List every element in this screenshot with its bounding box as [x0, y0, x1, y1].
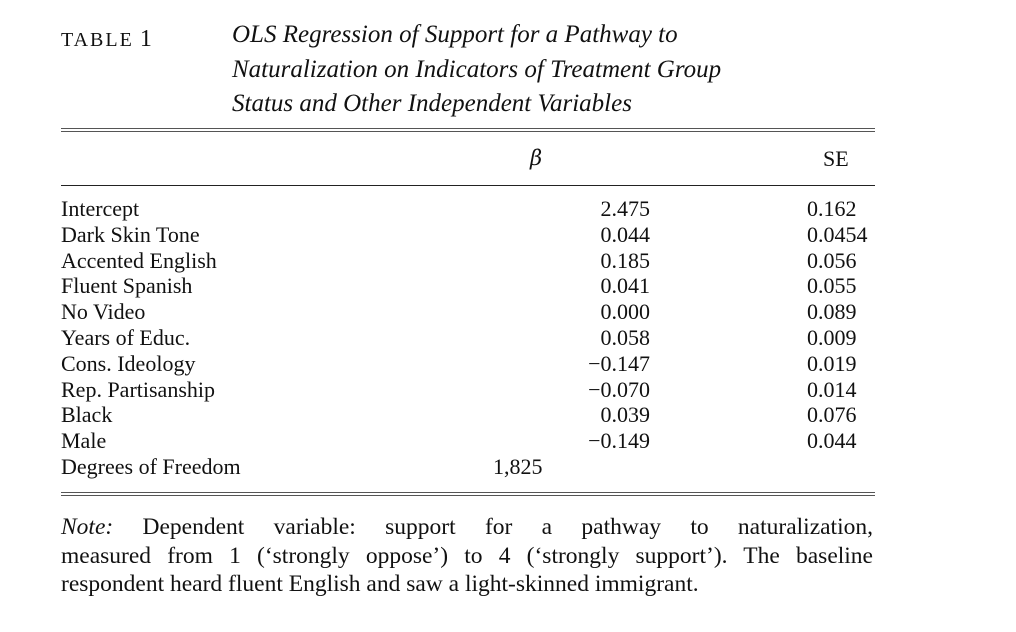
row-label: No Video	[61, 299, 146, 325]
table-row: Cons. Ideology −0.147 0.019	[61, 351, 875, 377]
table-number: 1	[139, 26, 152, 52]
table-row: Fluent Spanish 0.041 0.055	[61, 273, 875, 299]
row-label: Dark Skin Tone	[61, 221, 200, 247]
table-body: Intercept 2.475 0.162 Dark Skin Tone 0.044 0…	[61, 196, 875, 480]
bottom-double-rule	[61, 492, 875, 496]
row-label: Male	[61, 428, 107, 454]
row-beta: 0.041	[600, 273, 651, 299]
table-row: Accented English 0.185 0.056	[61, 248, 875, 274]
table-caption: OLS Regression of Support for a Pathway …	[232, 18, 932, 122]
row-beta: −0.147	[588, 350, 650, 376]
row-se: 0.014	[807, 376, 857, 402]
table-row: Black 0.039 0.076	[61, 402, 875, 428]
row-beta: 0.044	[600, 221, 651, 247]
caption-line: Naturalization on Indicators of Treatmen…	[232, 55, 722, 83]
table-row: Intercept 2.475 0.162	[61, 196, 875, 222]
dof-row: Degrees of Freedom 1,825	[61, 454, 875, 480]
table-row: Dark Skin Tone 0.044 0.0454	[61, 222, 875, 248]
note-line: Note: Dependent variable: support for a …	[61, 513, 873, 542]
note-lead: Note:	[61, 514, 114, 540]
row-se: 0.076	[807, 402, 857, 428]
row-se: 0.089	[807, 299, 857, 325]
note-text: Dependent variable: support for a pathwa…	[142, 514, 873, 540]
row-label: Cons. Ideology	[61, 350, 196, 376]
dof-label: Degrees of Freedom	[61, 453, 241, 479]
row-label: Accented English	[61, 247, 217, 273]
row-beta: 0.058	[600, 324, 651, 350]
row-se: 0.055	[807, 273, 857, 299]
header-se: SE	[823, 146, 849, 171]
table-row: Male −0.149 0.044	[61, 428, 875, 454]
header-beta: β	[530, 146, 543, 170]
dof-value: 1,825	[493, 453, 543, 479]
table-label: TABLE 1	[61, 26, 152, 53]
header-rule	[61, 185, 875, 186]
row-label: Rep. Partisanship	[61, 376, 215, 402]
caption-line: Status and Other Independent Variables	[232, 90, 632, 117]
table-row: No Video 0.000 0.089	[61, 299, 875, 325]
row-se: 0.009	[807, 324, 857, 350]
row-beta: −0.070	[588, 376, 650, 402]
table-label-word: TABLE	[61, 29, 134, 51]
row-label: Intercept	[61, 196, 140, 221]
top-double-rule	[61, 128, 875, 132]
row-beta: 0.185	[600, 247, 651, 273]
row-beta: −0.149	[588, 428, 650, 454]
row-se: 0.056	[807, 247, 857, 273]
row-se: 0.162	[807, 196, 857, 221]
table-row: Years of Educ. 0.058 0.009	[61, 325, 875, 351]
row-beta: 2.475	[600, 196, 651, 221]
table-note: Note: Dependent variable: support for a …	[61, 513, 873, 599]
row-label: Fluent Spanish	[61, 273, 193, 299]
row-se: 0.044	[807, 428, 857, 454]
caption-line: OLS Regression of Support for a Pathway …	[232, 21, 678, 48]
row-se: 0.019	[807, 350, 857, 376]
row-beta: 0.039	[600, 402, 651, 428]
row-beta: 0.000	[600, 299, 651, 325]
row-se: 0.0454	[807, 221, 868, 247]
table-row: Rep. Partisanship −0.070 0.014	[61, 377, 875, 403]
note-line: measured from 1 (‘strongly oppose’) to 4…	[61, 542, 873, 569]
row-label: Years of Educ.	[61, 324, 191, 350]
note-line: respondent heard fluent English and saw …	[61, 571, 699, 597]
row-label: Black	[61, 402, 113, 428]
